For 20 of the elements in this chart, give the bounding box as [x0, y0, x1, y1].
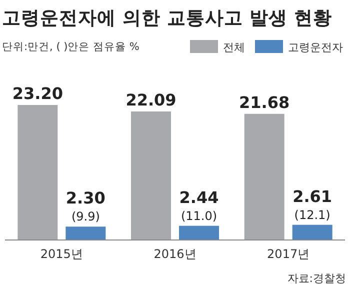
bar: [18, 105, 58, 240]
bar: [179, 226, 219, 240]
legend-label: 고령운전자: [288, 41, 343, 54]
bar: [244, 114, 284, 240]
text: 자료:경찰청: [287, 272, 346, 285]
legend-label: 전체: [223, 41, 245, 54]
data-label: 2.61 (12.1): [292, 186, 332, 222]
x-tick-label: 2016년: [154, 247, 196, 261]
data-label: 22.09: [126, 90, 176, 110]
x-tick-label: 2017년: [267, 247, 310, 261]
bar: [292, 224, 332, 240]
data-label: 21.68: [239, 92, 290, 112]
bar: [66, 226, 106, 240]
data-label: 2.44 (11.0): [179, 188, 219, 223]
x-tick-label: 2015년: [40, 247, 83, 261]
bar: [131, 111, 171, 240]
chart-subtitle: 단위:만건, ( )안은 점유율 %: [2, 41, 140, 53]
data-label: 23.20: [12, 84, 63, 103]
data-label: 2.30 (9.9): [66, 188, 106, 224]
chart-title: 고령운전자에 의한 교통사고 발생 현황: [2, 8, 332, 29]
